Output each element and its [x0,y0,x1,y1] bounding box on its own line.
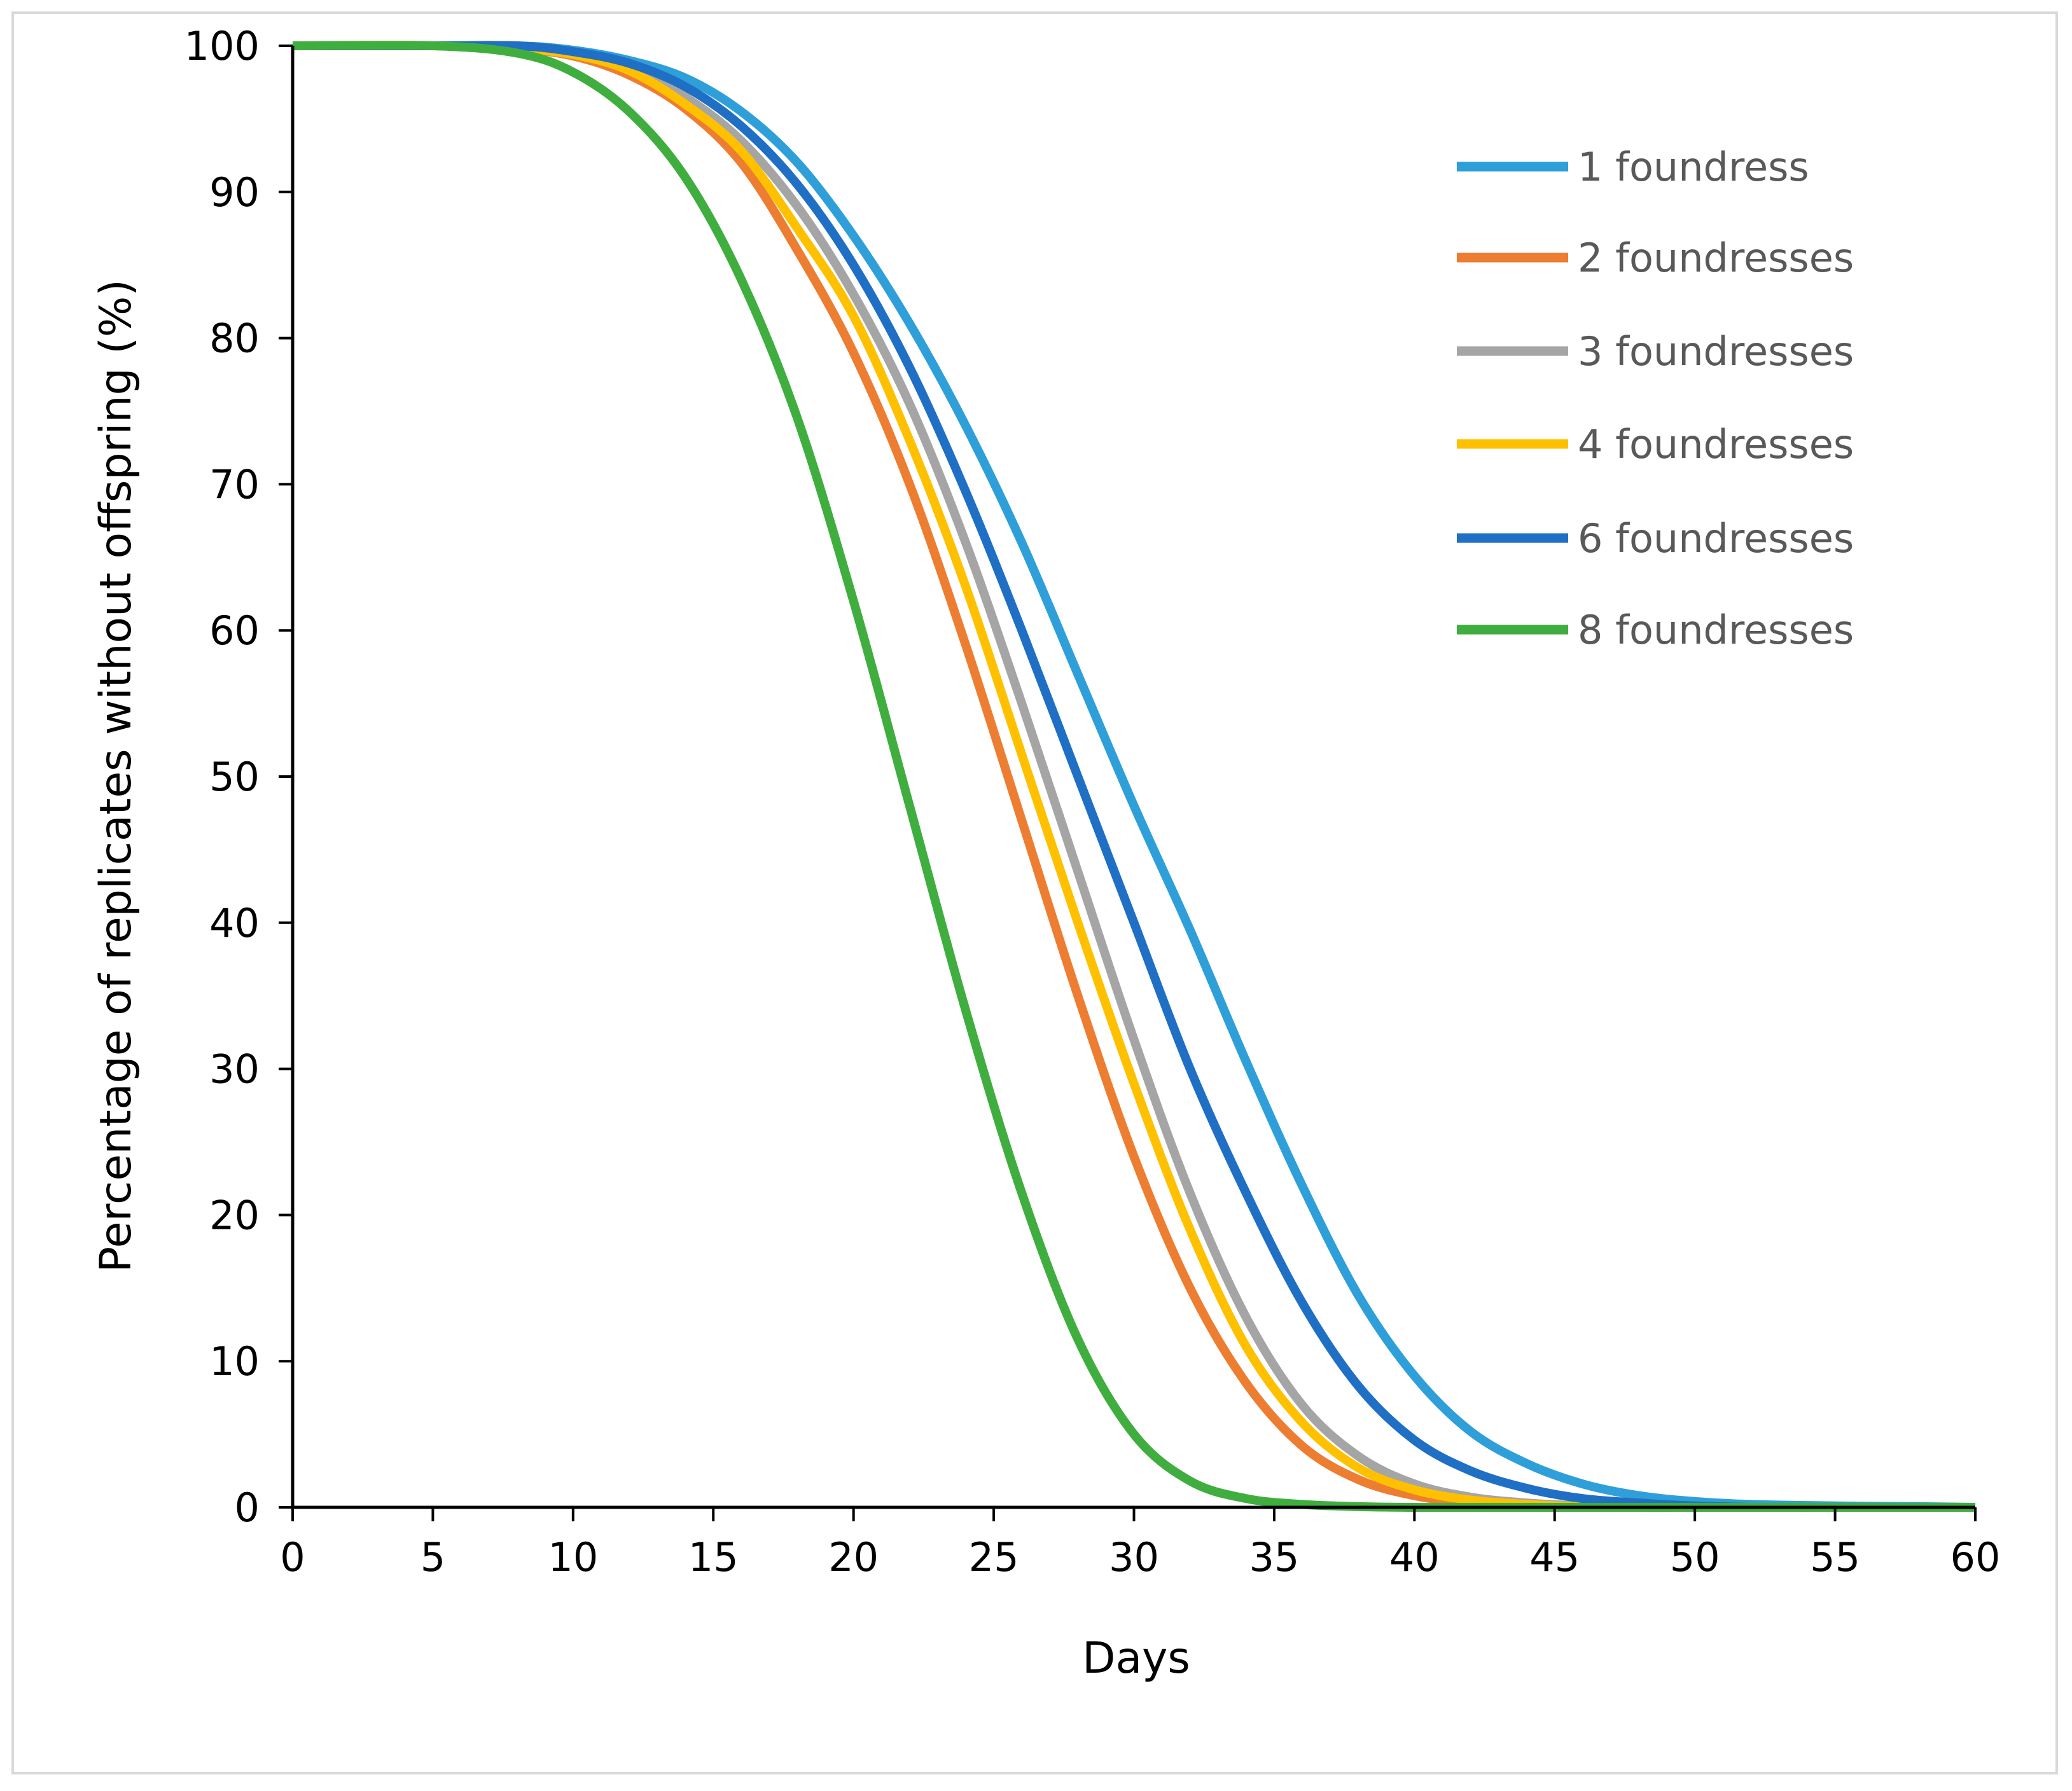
x-tick-label: 20 [828,1534,879,1580]
x-tick-label: 5 [421,1534,445,1580]
x-tick-label: 30 [1109,1534,1159,1580]
x-tick-label: 45 [1529,1534,1580,1580]
figure-frame [11,11,2058,1774]
x-tick-label: 50 [1670,1534,1720,1580]
y-tick-label: 70 [209,461,260,508]
legend-label: 2 foundresses [1578,235,1854,281]
y-ticks: 0 10 20 30 40 50 60 70 80 90 100 [184,23,293,1531]
y-axis-title: Percentage of replicates without offspri… [91,279,141,1273]
x-axis-title: Days [1082,1633,1190,1684]
x-tick-label: 60 [1950,1534,2001,1580]
x-tick-label: 15 [688,1534,739,1580]
x-tick-label: 55 [1810,1534,1860,1580]
y-tick-label: 60 [209,607,260,654]
y-tick-label: 50 [209,754,260,800]
y-tick-label: 90 [209,169,260,216]
y-tick-label: 20 [209,1192,260,1238]
legend: 1 foundress 2 foundresses 3 foundresses 4 f… [1457,144,1854,653]
legend-label: 6 foundresses [1578,515,1854,562]
x-tick-label: 10 [548,1534,598,1580]
y-tick-label: 40 [209,900,260,946]
x-tick-label: 35 [1249,1534,1299,1580]
legend-label: 1 foundress [1578,144,1809,190]
y-tick-label: 80 [209,315,260,362]
legend-label: 4 foundresses [1578,421,1854,467]
y-tick-label: 0 [235,1484,260,1531]
x-tick-label: 0 [280,1534,305,1580]
series-line-1 [293,41,1976,1512]
legend-label: 8 foundresses [1578,607,1854,653]
y-tick-label: 10 [209,1338,260,1385]
legend-label: 3 foundresses [1578,328,1854,375]
x-tick-label: 40 [1389,1534,1440,1580]
x-ticks: 0 5 10 15 20 25 30 35 40 45 50 55 60 [280,1507,2000,1580]
y-tick-label: 100 [184,23,260,69]
x-tick-label: 25 [969,1534,1019,1580]
y-tick-label: 30 [209,1046,260,1093]
